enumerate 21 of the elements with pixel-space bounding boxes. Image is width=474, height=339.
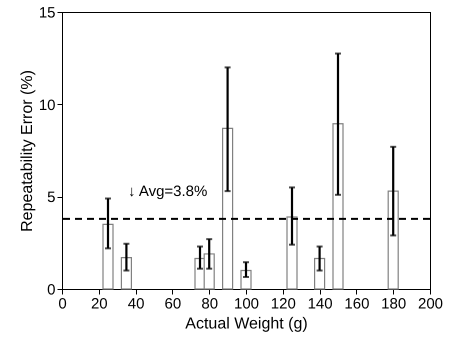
y-axis-title: Repeatability Error (%) bbox=[18, 70, 36, 232]
x-tick-label: 120 bbox=[270, 296, 296, 312]
x-axis-title: Actual Weight (g) bbox=[185, 316, 308, 332]
y-tick-label: 10 bbox=[38, 96, 56, 114]
y-tick-label: 15 bbox=[38, 4, 56, 22]
x-tick-label: 40 bbox=[128, 296, 144, 312]
bar bbox=[286, 216, 298, 290]
x-tick-label: 100 bbox=[234, 296, 260, 312]
x-tick-label: 140 bbox=[308, 296, 333, 312]
y-tick-label: 5 bbox=[47, 189, 56, 206]
y-tick-label: 0 bbox=[47, 282, 56, 298]
x-tick-label: 160 bbox=[344, 296, 370, 312]
x-tick-label: 0 bbox=[58, 296, 67, 312]
x-tick-label: 180 bbox=[381, 296, 406, 312]
ref-line-label: ↓ Avg=3.8% bbox=[128, 182, 208, 200]
bar bbox=[102, 224, 114, 290]
x-tick-label: 200 bbox=[418, 296, 444, 312]
x-tick-label: 60 bbox=[164, 296, 182, 312]
bar bbox=[332, 123, 344, 290]
x-tick-label: 80 bbox=[201, 296, 218, 312]
x-tick-label: 20 bbox=[90, 296, 108, 312]
